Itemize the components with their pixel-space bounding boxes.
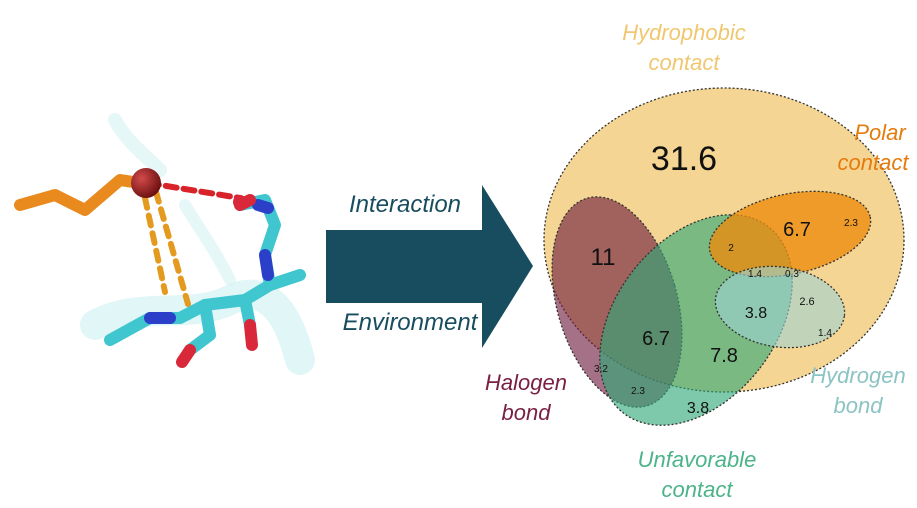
protein-ribbon-upper bbox=[108, 113, 167, 177]
value-polar-only: 2.3 bbox=[844, 218, 858, 229]
nitrogen-segment bbox=[144, 199, 274, 324]
value-core-1-4: 1.4 bbox=[748, 269, 762, 280]
value-hydrogen-hydrophobic: 2.6 bbox=[799, 296, 814, 308]
label-polar-line1: Polar bbox=[854, 120, 907, 145]
process-arrow: Interaction Environment bbox=[326, 185, 533, 348]
contact-dashes-left bbox=[142, 195, 168, 295]
arrow-label-top: Interaction bbox=[349, 191, 461, 218]
molecular-structure bbox=[14, 113, 315, 375]
halogen-bond-dashes bbox=[145, 180, 243, 201]
value-halogen-unfav: 2.3 bbox=[631, 386, 645, 397]
value-unfavorable-only: 3.8 bbox=[687, 400, 709, 417]
value-halogen-only: 3.2 bbox=[594, 364, 608, 375]
label-hydrophobic-line2: contact bbox=[649, 50, 721, 75]
oxygen-atom bbox=[233, 195, 247, 209]
halogen-atom bbox=[131, 168, 161, 198]
value-core-0-3: 0.3 bbox=[785, 269, 799, 280]
value-hydrogen-unfav-hydrophobic: 3.8 bbox=[745, 305, 767, 322]
contact-dashes-right bbox=[153, 189, 191, 307]
label-hydrogen-line1: Hydrogen bbox=[810, 363, 905, 388]
label-hydrophobic-line1: Hydrophobic bbox=[622, 20, 746, 45]
label-hydrogen-line2: bond bbox=[834, 393, 884, 418]
protein-ribbon-faint bbox=[179, 199, 236, 286]
label-unfavorable-line1: Unfavorable bbox=[638, 447, 757, 472]
value-halogen-unfav-hydrophobic: 6.7 bbox=[642, 328, 670, 350]
value-hydrogen-only: 1.4 bbox=[818, 328, 832, 339]
value-polar-unfav-hydrophobic: 2 bbox=[728, 243, 734, 254]
arrow-shape bbox=[326, 185, 533, 348]
label-unfavorable-line2: contact bbox=[662, 477, 734, 502]
ligand-chain bbox=[14, 174, 146, 216]
value-unfav-hydrophobic: 7.8 bbox=[710, 345, 738, 367]
label-halogen-line1: Halogen bbox=[485, 370, 567, 395]
venn-polar bbox=[708, 190, 872, 278]
value-polar-hydrophobic: 6.7 bbox=[783, 219, 811, 241]
venn-hydrogen bbox=[714, 265, 846, 349]
venn-diagram: Hydrophobic contact Polar contact Haloge… bbox=[485, 20, 909, 502]
value-halogen-hydrophobic: 11 bbox=[591, 244, 616, 271]
arrow-label-bottom: Environment bbox=[343, 309, 479, 336]
label-polar-line2: contact bbox=[838, 150, 910, 175]
value-hydrophobic-only: 31.6 bbox=[651, 140, 717, 178]
label-halogen-line2: bond bbox=[502, 400, 552, 425]
